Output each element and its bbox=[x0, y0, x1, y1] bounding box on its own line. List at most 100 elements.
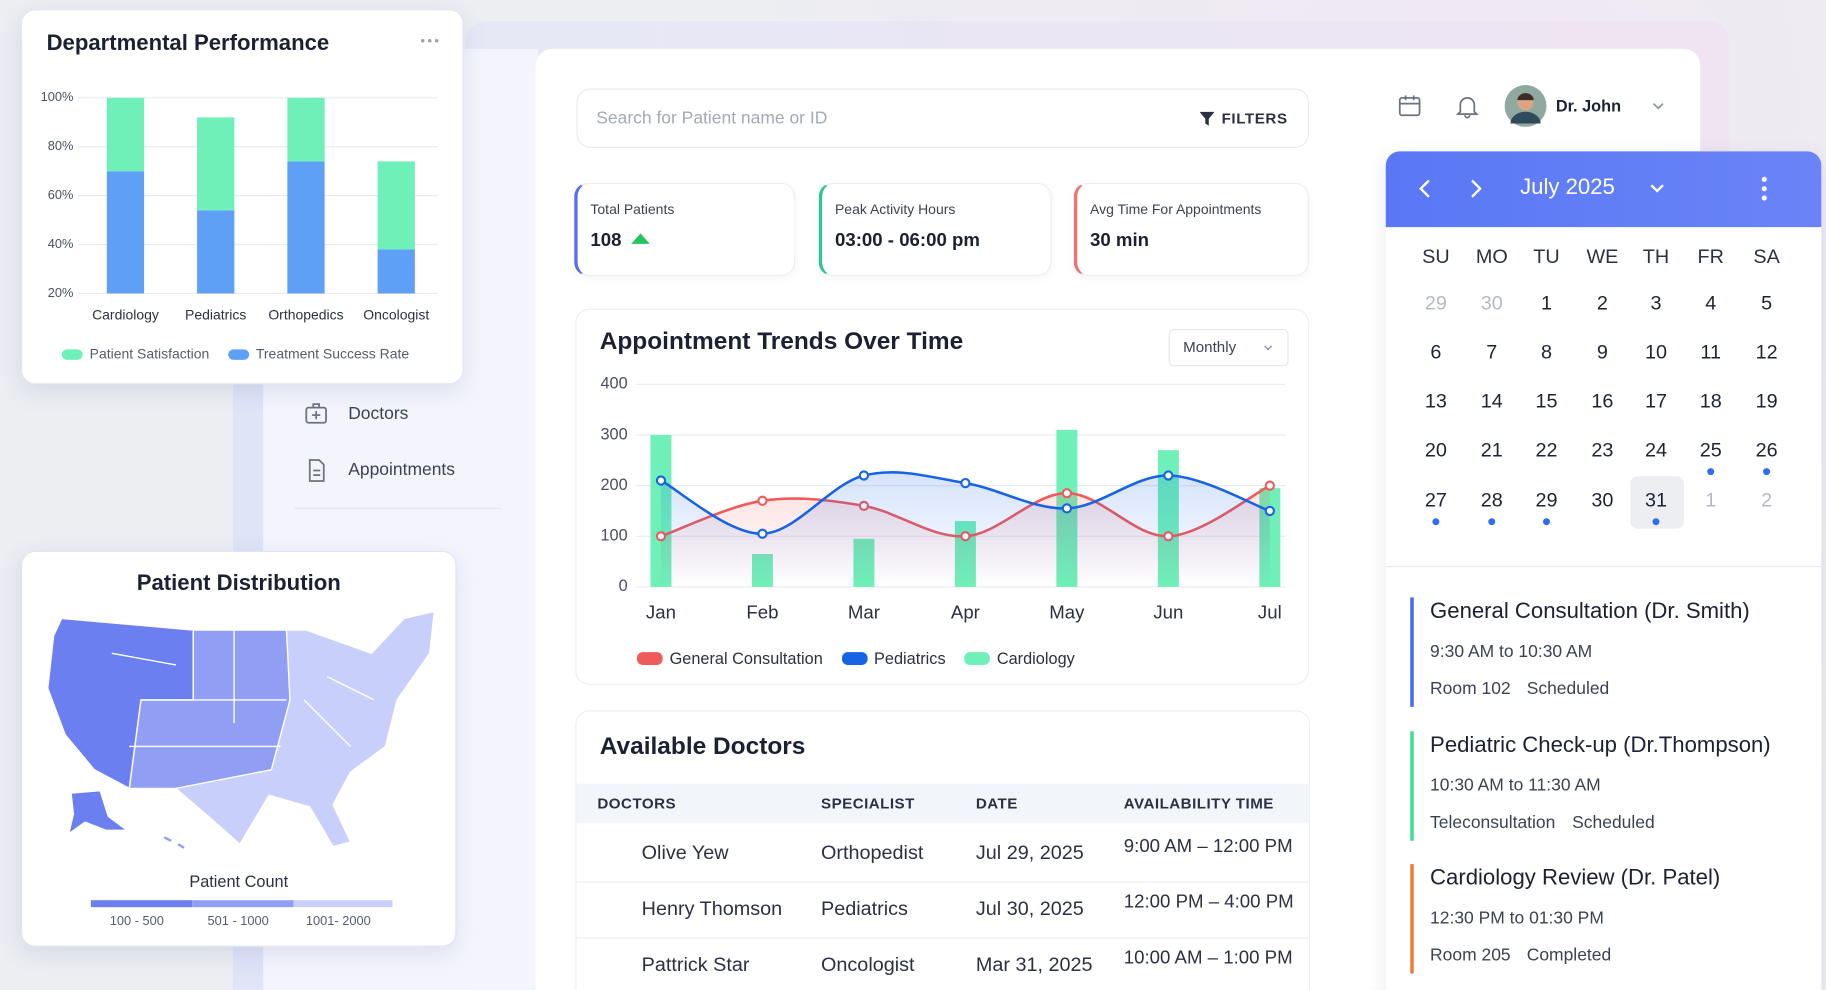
dept-card: Departmental Performance 20% 40% 60% 80% 100… bbox=[20, 9, 464, 385]
trend-chart: Appointment Trends Over Time Monthly 0 10… bbox=[600, 328, 1289, 623]
calendar-day[interactable]: 17 bbox=[1644, 389, 1667, 413]
calendar-day[interactable]: 4 bbox=[1705, 292, 1717, 315]
user-chevron[interactable] bbox=[1651, 100, 1665, 112]
calendar-icon[interactable] bbox=[1397, 93, 1423, 119]
calendar-day[interactable]: 30 bbox=[1591, 488, 1614, 512]
calendar-day[interactable]: 9 bbox=[1596, 340, 1608, 364]
period-chevron[interactable] bbox=[1264, 345, 1273, 351]
chart-title: Departmental Performance bbox=[47, 30, 330, 55]
legend-swatch bbox=[637, 651, 663, 665]
calendar-day[interactable]: 29 bbox=[1535, 488, 1558, 512]
calendar-day[interactable]: 11 bbox=[1700, 340, 1721, 364]
calendar-day[interactable]: 12 bbox=[1755, 340, 1778, 364]
x-tick-label: May bbox=[1049, 602, 1085, 623]
prev-month[interactable] bbox=[1416, 178, 1435, 199]
column-header: DOCTORS bbox=[597, 794, 677, 812]
y-tick-label: 400 bbox=[600, 375, 627, 393]
x-tick-label: Cardiology bbox=[92, 306, 159, 322]
calendar-day[interactable]: 28 bbox=[1480, 488, 1503, 512]
calendar-day[interactable]: 22 bbox=[1535, 438, 1558, 461]
legend: General Consultation Pediatrics Cardiology bbox=[637, 649, 1075, 667]
calendar-day[interactable]: 2 bbox=[1596, 292, 1608, 315]
calendar-day[interactable]: 2 bbox=[1761, 488, 1773, 512]
appointment-title[interactable]: General Consultation (Dr. Smith) bbox=[1430, 599, 1750, 624]
doctor-time: 10:00 AM – 1:00 PM bbox=[1123, 948, 1293, 969]
calendar-day[interactable]: 23 bbox=[1591, 438, 1614, 461]
legend-item[interactable]: Patient Satisfaction bbox=[61, 346, 209, 362]
doctor-specialist: Orthopedist bbox=[821, 841, 924, 864]
appointments-icon bbox=[308, 459, 325, 482]
calendar-day[interactable]: 29 bbox=[1424, 292, 1447, 315]
state-borders bbox=[111, 630, 375, 748]
calendar-day[interactable]: 30 bbox=[1480, 292, 1503, 315]
doctor-name[interactable]: Henry Thomson bbox=[641, 897, 783, 920]
calendar-day[interactable]: 14 bbox=[1480, 389, 1503, 413]
y-tick-label: 100 bbox=[600, 527, 627, 545]
calendar-day[interactable]: 1 bbox=[1705, 488, 1717, 512]
calendar-day[interactable]: 25 bbox=[1699, 438, 1722, 461]
search-box[interactable] bbox=[576, 88, 1309, 148]
doctor-name[interactable]: Olive Yew bbox=[641, 841, 729, 864]
calendar-day[interactable]: 24 bbox=[1644, 438, 1667, 461]
legend-item[interactable]: Treatment Success Rate bbox=[227, 346, 409, 362]
user-avatar[interactable] bbox=[1504, 85, 1547, 127]
calendar-day[interactable]: 20 bbox=[1424, 438, 1447, 461]
doctor-date: Jul 30, 2025 bbox=[975, 897, 1084, 920]
calendar-day[interactable]: 31 bbox=[1644, 488, 1667, 512]
calendar-day[interactable]: 26 bbox=[1755, 438, 1778, 461]
map-legend-label: 100 - 500 bbox=[109, 914, 164, 929]
appointment-place: Room 102 bbox=[1430, 678, 1511, 699]
calendar-day[interactable]: 13 bbox=[1424, 389, 1447, 413]
kpi-card bbox=[1073, 182, 1309, 276]
legend-swatch bbox=[964, 651, 990, 665]
nav-item[interactable]: Appointments bbox=[348, 459, 456, 480]
calendar-day[interactable]: 6 bbox=[1430, 340, 1442, 364]
bell-icon[interactable] bbox=[1455, 93, 1481, 119]
calendar-day[interactable]: 8 bbox=[1540, 340, 1553, 364]
calendar-header bbox=[1385, 151, 1822, 228]
calendar-day[interactable]: 15 bbox=[1535, 389, 1558, 413]
calendar-day[interactable]: 19 bbox=[1755, 389, 1778, 413]
calendar-day[interactable]: 21 bbox=[1480, 438, 1503, 461]
appointment-bar bbox=[1410, 864, 1414, 974]
user-name[interactable]: Dr. John bbox=[1555, 96, 1622, 115]
appointment-time: 12:30 PM to 01:30 PM bbox=[1430, 908, 1604, 929]
calendar-day[interactable]: 7 bbox=[1486, 340, 1498, 364]
calendar-day[interactable]: 1 bbox=[1540, 292, 1553, 315]
weekday: WE bbox=[1586, 245, 1619, 268]
calendar-day[interactable]: 3 bbox=[1650, 292, 1662, 315]
filter-button[interactable]: FILTERS bbox=[1221, 109, 1288, 128]
legend-item[interactable]: General Consultation bbox=[637, 649, 823, 667]
search-placeholder[interactable]: Search for Patient name or ID bbox=[596, 108, 828, 129]
month-dropdown[interactable] bbox=[1649, 182, 1665, 196]
period-label[interactable]: Monthly bbox=[1183, 339, 1236, 356]
weekday: SU bbox=[1422, 245, 1450, 268]
x-tick-label: Jul bbox=[1258, 602, 1282, 623]
appointment-time: 9:30 AM to 10:30 AM bbox=[1430, 641, 1593, 662]
row-divider bbox=[576, 937, 1309, 939]
column-header: DATE bbox=[975, 794, 1018, 812]
next-month[interactable] bbox=[1466, 178, 1485, 199]
card-menu[interactable] bbox=[420, 39, 439, 43]
calendar-day[interactable]: 18 bbox=[1699, 389, 1722, 413]
legend: Patient Satisfaction Treatment Success Ra… bbox=[61, 346, 409, 362]
calendar-day[interactable]: 27 bbox=[1424, 488, 1447, 512]
doctor-name[interactable]: Pattrick Star bbox=[641, 953, 750, 976]
nav-item[interactable]: Doctors bbox=[348, 404, 409, 424]
calendar-day[interactable]: 10 bbox=[1644, 340, 1667, 364]
y-tick-label: 0 bbox=[619, 577, 628, 595]
nav-divider bbox=[294, 507, 501, 509]
appointment-title[interactable]: Pediatric Check-up (Dr.Thompson) bbox=[1430, 733, 1771, 758]
period-select[interactable] bbox=[1168, 328, 1289, 367]
bar-segment bbox=[287, 97, 325, 162]
calendar-menu[interactable] bbox=[1756, 175, 1772, 203]
line-point bbox=[757, 495, 768, 506]
legend-item[interactable]: Cardiology bbox=[964, 649, 1075, 667]
bar-segment bbox=[197, 210, 235, 294]
legend-item[interactable]: Pediatrics bbox=[841, 649, 946, 667]
appointment-title[interactable]: Cardiology Review (Dr. Patel) bbox=[1430, 865, 1721, 891]
doctor-time: 9:00 AM – 12:00 PM bbox=[1123, 836, 1293, 857]
calendar-day[interactable]: 16 bbox=[1591, 389, 1614, 413]
calendar-day[interactable]: 5 bbox=[1761, 292, 1773, 315]
calendar-month[interactable]: July 2025 bbox=[1520, 175, 1615, 200]
